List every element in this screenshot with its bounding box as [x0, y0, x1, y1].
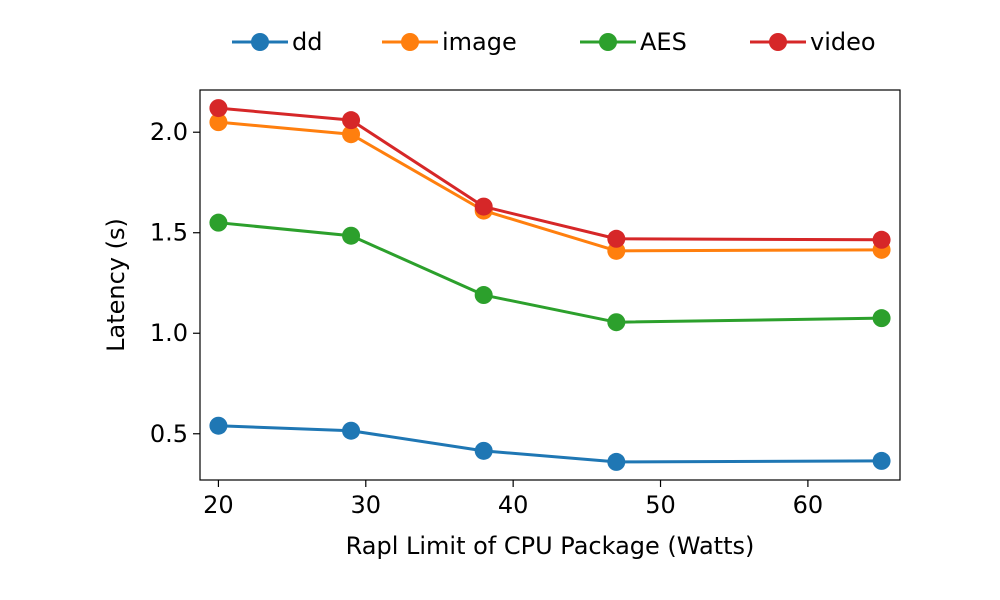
y-tick-label: 1.5	[150, 219, 188, 247]
series-aes	[209, 213, 891, 332]
series-line	[218, 424, 882, 464]
legend-marker	[401, 33, 419, 51]
data-point	[474, 197, 493, 216]
plot-frame	[199, 89, 901, 481]
series-image	[209, 113, 891, 260]
x-tick-label: 40	[498, 491, 529, 519]
data-point	[607, 313, 626, 332]
x-axis-label: Rapl Limit of CPU Package (Watts)	[346, 532, 755, 560]
y-tick-label: 0.5	[150, 420, 188, 448]
legend-label: AES	[640, 28, 687, 56]
data-point	[209, 113, 228, 132]
data-point	[607, 229, 626, 248]
legend-label: dd	[292, 28, 322, 56]
legend: dd image AES video	[232, 28, 876, 56]
series-line	[218, 221, 882, 324]
data-point	[209, 99, 228, 118]
y-tick-label: 1.0	[150, 319, 188, 347]
x-tick-label: 20	[203, 491, 234, 519]
y-tick-label: 2.0	[150, 118, 188, 146]
data-point	[209, 416, 228, 435]
legend-item-image: image	[382, 28, 517, 56]
x-axis: 20 30 40 50 60	[203, 480, 823, 519]
series-dd	[209, 416, 891, 471]
x-tick-label: 60	[793, 491, 824, 519]
legend-label: image	[442, 28, 517, 56]
legend-label: video	[810, 28, 876, 56]
data-point	[872, 230, 891, 249]
plot-area: 20 30 40 50 60 0.5 1.0 1.5 2.0	[150, 89, 901, 519]
y-axis: 0.5 1.0 1.5 2.0	[150, 118, 200, 448]
legend-marker	[251, 33, 269, 51]
data-point	[342, 421, 361, 440]
data-point	[342, 125, 361, 144]
x-tick-label: 50	[645, 491, 676, 519]
data-point	[474, 286, 493, 305]
legend-marker	[599, 33, 617, 51]
data-point	[342, 111, 361, 130]
data-point	[872, 451, 891, 470]
data-point	[607, 452, 626, 471]
data-point	[872, 309, 891, 328]
legend-item-dd: dd	[232, 28, 322, 56]
data-point	[209, 213, 228, 232]
legend-item-aes: AES	[580, 28, 687, 56]
data-point	[474, 441, 493, 460]
legend-item-video: video	[750, 28, 876, 56]
series-layer	[209, 99, 891, 471]
data-point	[342, 226, 361, 245]
y-axis-label: Latency (s)	[102, 218, 130, 352]
series-line	[218, 106, 882, 242]
x-tick-label: 30	[351, 491, 382, 519]
legend-marker	[769, 33, 787, 51]
series-video	[209, 99, 891, 249]
